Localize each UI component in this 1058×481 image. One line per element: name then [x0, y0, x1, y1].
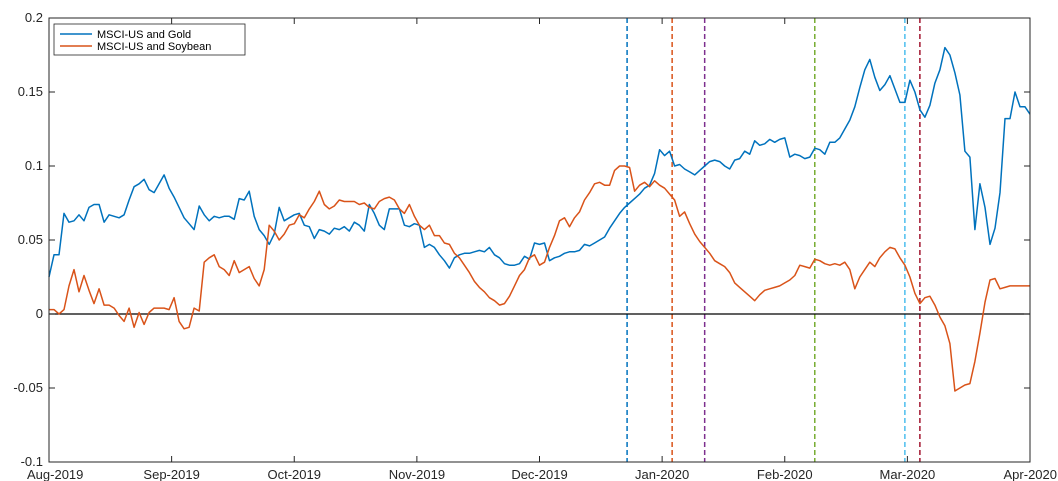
legend-box	[53, 23, 246, 56]
event-lines	[626, 18, 921, 462]
x-tick-label: Oct-2019	[268, 467, 321, 481]
x-tick-label: Mar-2020	[880, 467, 936, 481]
series-line-soybean	[49, 165, 1030, 392]
x-tick-label: Aug-2019	[27, 467, 83, 481]
x-tick-label: Nov-2019	[389, 467, 445, 481]
legend-label-gold: MSCI-US and Gold	[97, 29, 191, 41]
legend-label-soybean: MSCI-US and Soybean	[97, 41, 211, 53]
y-tick-label: -0.1	[21, 454, 43, 469]
y-tick-label: 0.2	[25, 10, 43, 25]
plot-background	[49, 18, 1030, 462]
y-axis-ticks: -0.1 -0.05 0 0.05 0.1 0.15 0.2	[13, 10, 1030, 469]
x-tick-label: Apr-2020	[1004, 467, 1057, 481]
x-tick-label: Feb-2020	[757, 467, 813, 481]
series-line-gold	[48, 46, 1031, 278]
x-tick-label: Jan-2020	[635, 467, 689, 481]
x-tick-label: Dec-2019	[511, 467, 567, 481]
x-tick-label: Sep-2019	[143, 467, 199, 481]
y-tick-label: -0.05	[13, 380, 43, 395]
x-axis-ticks: Aug-2019 Sep-2019 Oct-2019 Nov-2019 Dec-2019…	[27, 18, 1057, 481]
y-tick-label: 0.1	[25, 158, 43, 173]
legend: MSCI-US and Gold MSCI-US and Soybean	[53, 23, 246, 56]
series-lines	[48, 46, 1031, 392]
y-tick-label: 0	[36, 306, 43, 321]
y-tick-label: 0.05	[18, 232, 43, 247]
y-tick-label: 0.15	[18, 84, 43, 99]
